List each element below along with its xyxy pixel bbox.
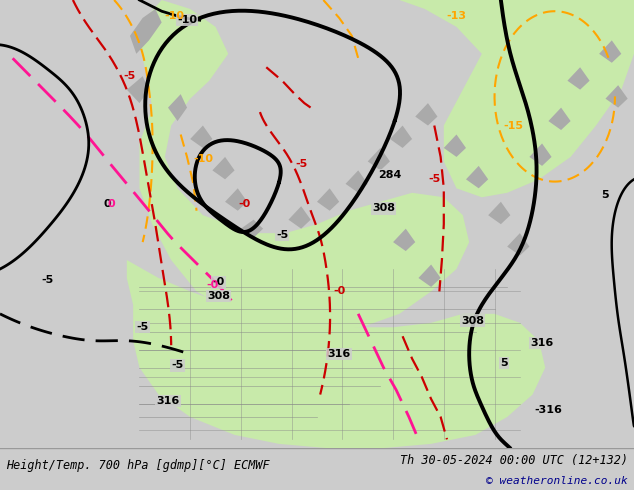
Text: 308: 308 — [461, 316, 484, 325]
Text: 316: 316 — [328, 349, 351, 359]
Text: 308: 308 — [207, 291, 230, 301]
Polygon shape — [368, 148, 390, 171]
Polygon shape — [190, 125, 212, 148]
Polygon shape — [548, 108, 571, 130]
Text: -316: -316 — [534, 405, 562, 415]
Text: -0: -0 — [333, 287, 346, 296]
Polygon shape — [241, 220, 263, 238]
Text: 5: 5 — [602, 190, 609, 200]
Text: -5: -5 — [136, 322, 149, 332]
Polygon shape — [380, 0, 634, 197]
Text: 5: 5 — [500, 358, 508, 368]
Polygon shape — [529, 144, 552, 166]
Text: 0: 0 — [104, 199, 112, 209]
Text: -0: -0 — [212, 277, 225, 288]
Text: -15: -15 — [503, 121, 524, 130]
Polygon shape — [288, 206, 311, 229]
Polygon shape — [567, 67, 590, 90]
Polygon shape — [212, 157, 235, 179]
Text: -10: -10 — [164, 11, 184, 21]
Polygon shape — [444, 135, 466, 157]
Text: -5: -5 — [295, 159, 307, 169]
Text: 316: 316 — [531, 338, 553, 348]
Text: -5: -5 — [41, 275, 54, 285]
Polygon shape — [225, 188, 247, 211]
Polygon shape — [390, 125, 412, 148]
Polygon shape — [488, 202, 510, 224]
Text: 316: 316 — [157, 396, 179, 406]
Polygon shape — [168, 94, 187, 121]
Text: 308: 308 — [372, 203, 395, 214]
Text: -5: -5 — [124, 71, 136, 81]
Text: © weatheronline.co.uk: © weatheronline.co.uk — [486, 476, 628, 486]
Text: -0: -0 — [206, 280, 219, 290]
Text: -13: -13 — [446, 11, 467, 21]
Polygon shape — [317, 188, 339, 211]
Polygon shape — [139, 0, 469, 332]
Text: Height/Temp. 700 hPa [gdmp][°C] ECMWF: Height/Temp. 700 hPa [gdmp][°C] ECMWF — [6, 459, 270, 471]
Text: -10: -10 — [193, 154, 213, 164]
Polygon shape — [605, 85, 628, 108]
Polygon shape — [127, 76, 149, 103]
Text: -5: -5 — [171, 361, 184, 370]
Polygon shape — [415, 103, 437, 125]
Polygon shape — [393, 229, 415, 251]
Text: 284: 284 — [378, 170, 401, 180]
Text: -10: -10 — [177, 15, 197, 25]
Polygon shape — [130, 9, 162, 54]
Polygon shape — [466, 166, 488, 188]
Polygon shape — [507, 233, 529, 256]
Text: -5: -5 — [428, 174, 441, 184]
Text: 0: 0 — [107, 199, 115, 209]
Polygon shape — [346, 171, 368, 193]
Polygon shape — [418, 265, 441, 287]
Text: Th 30-05-2024 00:00 UTC (12+132): Th 30-05-2024 00:00 UTC (12+132) — [399, 454, 628, 466]
Polygon shape — [599, 40, 621, 63]
Text: -5: -5 — [276, 230, 288, 241]
Text: -0: -0 — [238, 199, 250, 209]
Polygon shape — [127, 260, 545, 448]
